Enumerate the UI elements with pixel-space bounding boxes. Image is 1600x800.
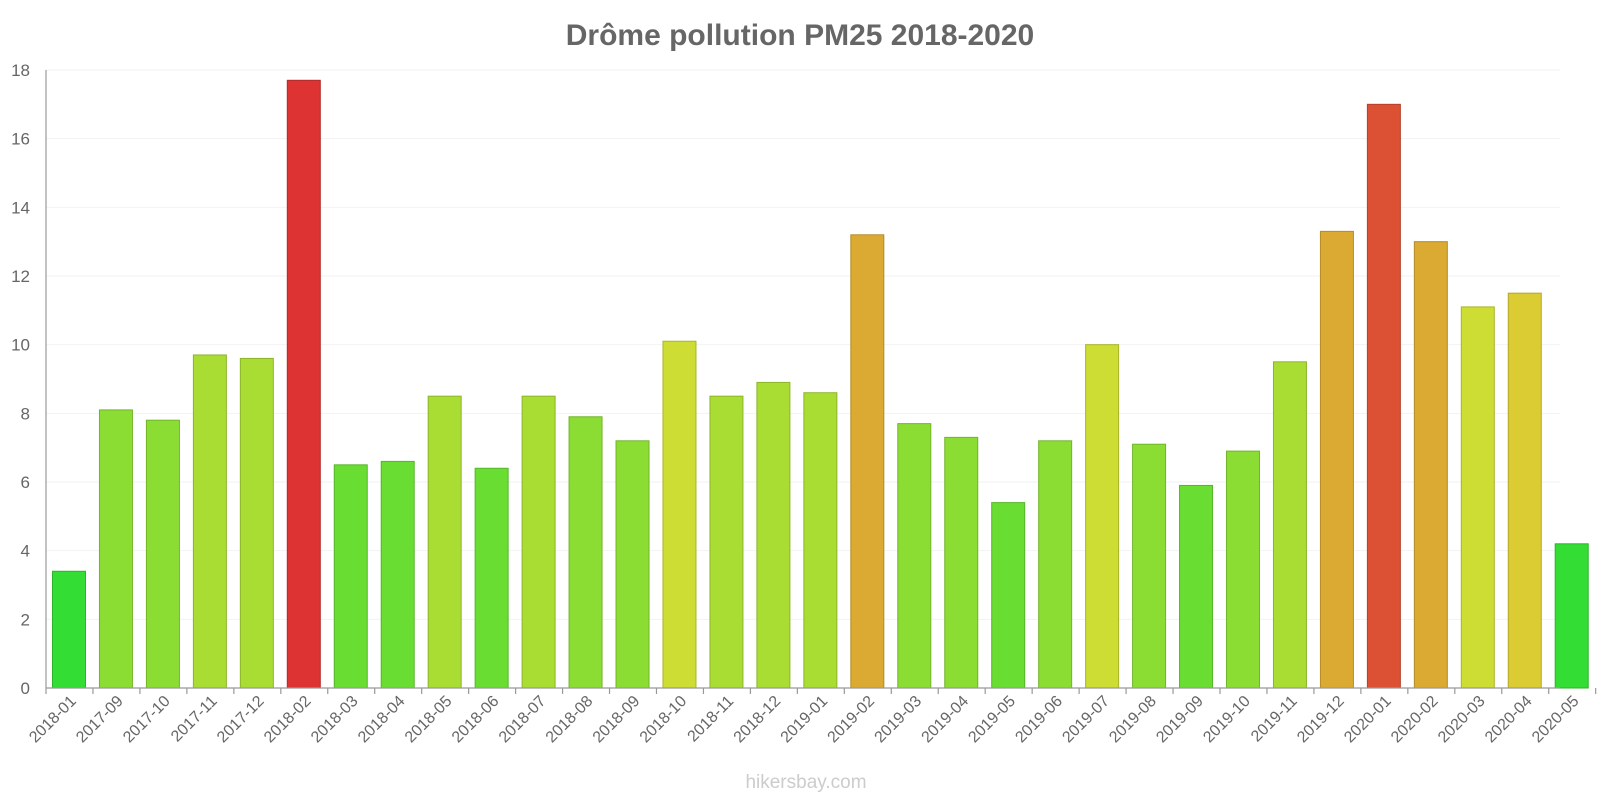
x-tick-label: 2020-05 [1529,693,1583,747]
bar-2019-05[interactable] [991,502,1026,689]
x-tick-label: 2018-02 [261,693,315,747]
x-tick-label: 2019-01 [778,693,832,747]
y-tick-label: 12 [11,267,30,286]
x-tick-label: 2018-08 [543,693,597,747]
bar-2018-04[interactable] [380,460,415,689]
x-tick-label: 2018-05 [402,693,456,747]
bar-2019-08[interactable] [1132,443,1167,689]
bars [52,79,1589,689]
y-tick-labels: 0 2 4 6 8 10 12 14 16 18 [11,61,30,698]
bar-2018-05[interactable] [427,395,462,689]
y-tick-label: 6 [21,473,30,492]
x-tick-label: 2019-08 [1106,693,1160,747]
x-tick-labels: 2018-012017-092017-102017-112017-122018-… [26,693,1582,747]
bar-2017-09[interactable] [98,409,133,689]
chart-title: Drôme pollution PM25 2018-2020 [566,19,1035,52]
bar-2018-12[interactable] [756,381,791,689]
bar-2018-11[interactable] [709,395,744,689]
y-tick-label: 0 [21,679,30,698]
bar-2018-08[interactable] [568,416,603,689]
bar-2017-12[interactable] [239,357,274,689]
bar-2020-04[interactable] [1507,292,1542,689]
x-tick-label: 2017-11 [168,693,221,746]
x-tick-label: 2018-09 [590,693,644,747]
x-tick-label: 2018-03 [308,693,362,747]
y-tick-label: 16 [11,130,30,149]
x-tick-label: 2018-07 [496,693,550,747]
bar-2017-11[interactable] [192,354,227,689]
x-tick-label: 2019-11 [1248,693,1301,746]
bar-2019-06[interactable] [1038,440,1073,689]
bar-2018-06[interactable] [474,467,509,689]
bar-2018-01[interactable] [52,570,86,689]
x-tick-label: 2019-03 [872,693,926,747]
x-tick-label: 2019-07 [1059,693,1113,747]
y-tick-label: 2 [21,610,30,629]
bar-2019-11[interactable] [1272,361,1307,689]
x-tick-label: 2019-05 [965,693,1019,747]
bar-2019-02[interactable] [850,234,885,689]
bar-2019-10[interactable] [1226,450,1260,689]
x-tick-label: 2018-11 [685,693,738,746]
y-tick-label: 18 [11,61,30,80]
bar-2019-04[interactable] [944,436,979,689]
x-tick-label: 2018-12 [731,693,785,747]
y-tick-label: 14 [11,198,30,217]
bar-2019-07[interactable] [1085,344,1120,689]
bar-2020-05[interactable] [1554,543,1589,689]
x-tick-label: 2020-02 [1388,693,1442,747]
x-tick-label: 2019-02 [825,693,879,747]
bar-2019-09[interactable] [1179,484,1214,689]
y-tick-label: 10 [11,336,30,355]
x-tick-label: 2017-12 [214,693,268,747]
x-tick-label: 2017-10 [120,693,174,747]
x-tick-label: 2018-06 [449,693,503,747]
x-tick-label: 2019-06 [1012,693,1066,747]
x-tick-label: 2019-09 [1153,693,1207,747]
x-tick-label: 2020-03 [1435,693,1489,747]
x-tick-label: 2020-01 [1341,693,1395,747]
bar-2020-02[interactable] [1413,241,1448,689]
bar-2017-10[interactable] [145,419,180,689]
bar-2020-03[interactable] [1460,306,1495,689]
x-tick-label: 2018-01 [26,693,80,747]
axes [45,70,1597,694]
watermark: hikersbay.com [745,772,866,793]
bar-2019-01[interactable] [803,392,838,689]
bar-2019-12[interactable] [1319,230,1354,689]
x-tick-label: 2018-04 [355,693,409,747]
y-tick-label: 4 [21,542,30,561]
x-tick-label: 2020-04 [1482,693,1536,747]
bar-2019-03[interactable] [897,423,932,689]
bar-2018-09[interactable] [615,440,650,689]
bar-2018-03[interactable] [333,464,368,689]
bar-2018-02[interactable] [286,79,321,689]
x-tick-label: 2019-10 [1200,693,1254,747]
x-tick-label: 2018-10 [637,693,691,747]
bar-2018-07[interactable] [521,395,556,689]
x-tick-label: 2019-04 [919,693,973,747]
x-tick-label: 2019-12 [1294,693,1348,747]
y-tick-label: 8 [21,404,30,423]
bar-2020-01[interactable] [1366,103,1401,689]
bar-2018-10[interactable] [662,340,697,689]
x-tick-label: 2017-09 [73,693,127,747]
